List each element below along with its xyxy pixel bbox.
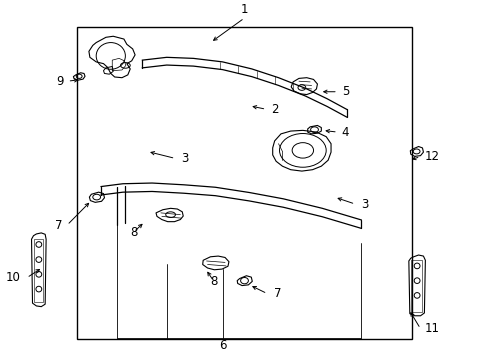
Text: 7: 7 [273,287,281,300]
Text: 8: 8 [210,275,217,288]
Text: 1: 1 [240,3,248,16]
Text: 11: 11 [424,322,439,335]
Text: 3: 3 [181,152,188,165]
Text: 3: 3 [361,198,368,211]
Text: 2: 2 [271,103,278,116]
Text: 10: 10 [6,271,21,284]
Text: 12: 12 [424,150,439,163]
Text: 7: 7 [55,219,62,232]
Bar [77,27,411,339]
Text: 6: 6 [219,339,226,352]
Text: 4: 4 [341,126,348,139]
Text: 8: 8 [130,226,137,239]
Text: 5: 5 [341,85,348,98]
Text: 9: 9 [56,75,63,88]
